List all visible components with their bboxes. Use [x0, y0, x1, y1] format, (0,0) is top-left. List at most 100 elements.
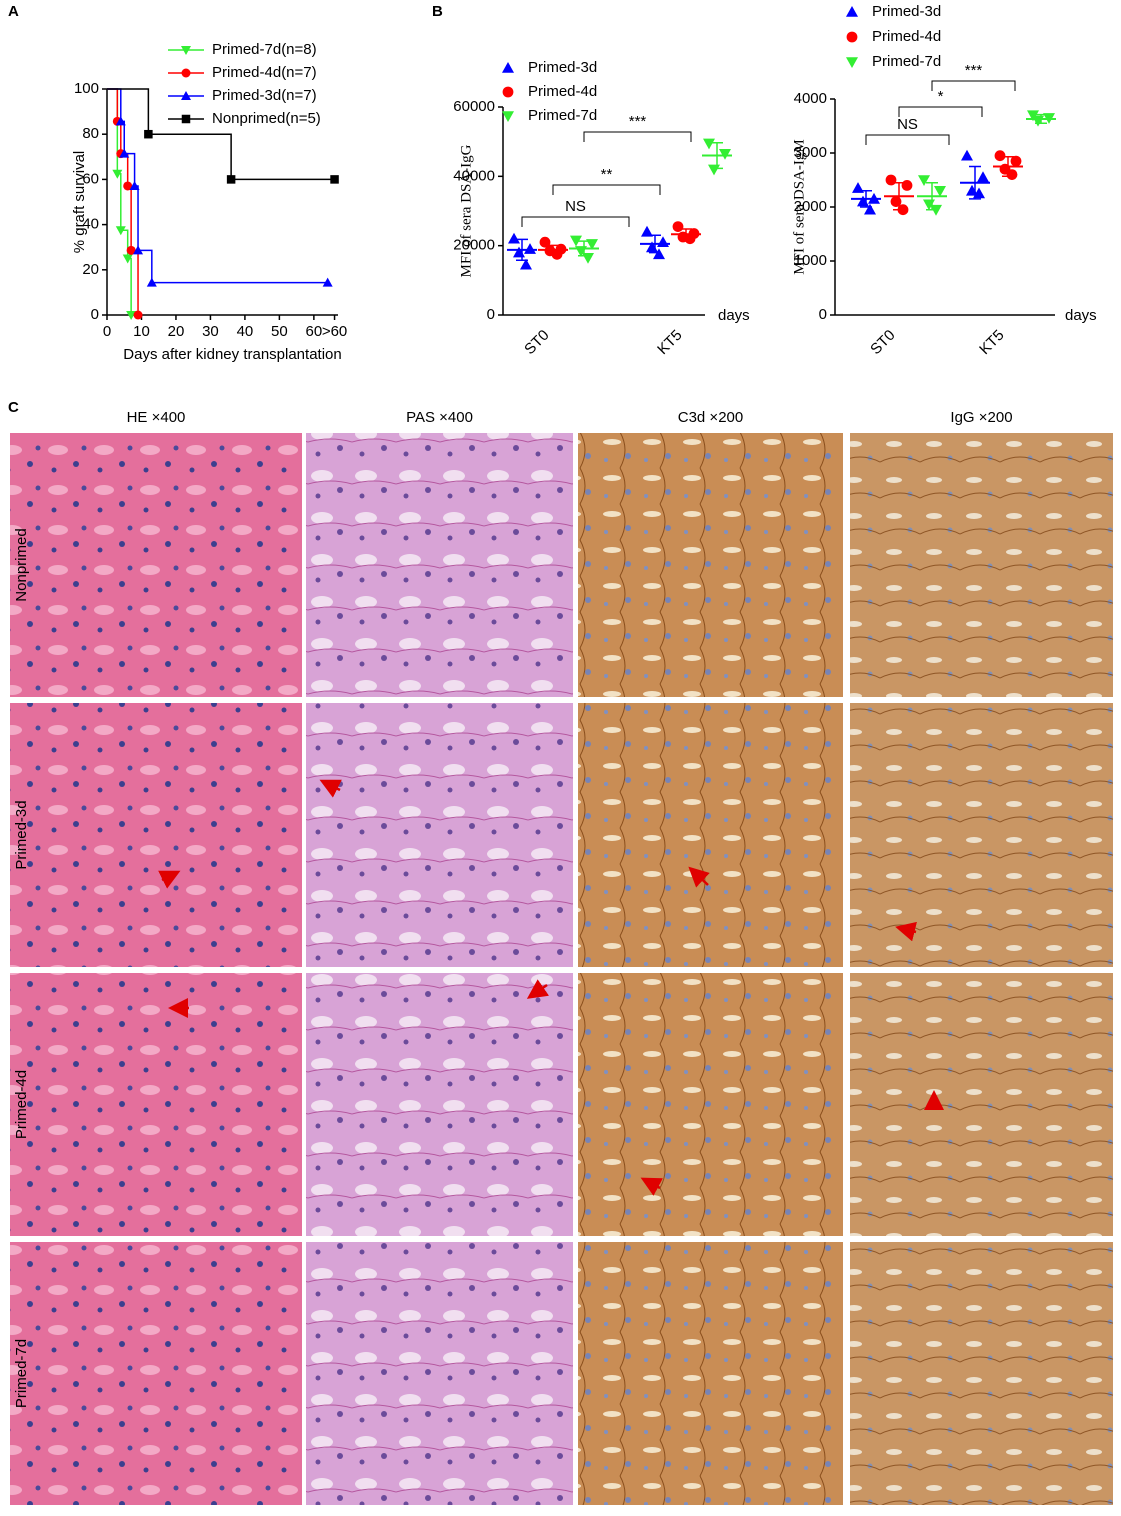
marker	[119, 148, 130, 158]
marker	[977, 171, 989, 183]
red-arrow	[319, 779, 342, 798]
marker	[885, 174, 897, 186]
error-bar	[1002, 156, 1014, 177]
row-label: Primed-3d	[13, 800, 30, 869]
tile	[306, 1242, 573, 1505]
histology-image	[850, 1242, 1113, 1505]
y-tick-label: 2000	[794, 198, 827, 215]
error-bar	[547, 244, 559, 256]
error-bar	[860, 190, 872, 208]
marker	[524, 243, 536, 254]
error-bar	[926, 181, 938, 211]
x-axis-label: Days after kidney transplantation	[123, 346, 341, 363]
y-axis-label: MFI of sera DSA-IgM	[791, 139, 807, 274]
marker	[133, 310, 143, 320]
marker	[146, 277, 157, 287]
marker	[657, 236, 669, 247]
marker	[144, 129, 153, 139]
y-tick-label: 0	[487, 306, 495, 323]
marker	[126, 245, 136, 255]
marker	[520, 258, 532, 270]
arrows	[158, 779, 944, 1196]
error-bar	[649, 234, 661, 254]
x-tick-label: KT5	[976, 327, 1007, 358]
legend-label: Nonprimed(n=5)	[212, 110, 321, 127]
legend-label: Primed-7d	[872, 53, 941, 70]
y-tick-label: 40000	[453, 167, 495, 184]
tile	[850, 703, 1113, 967]
significance-label: **	[601, 166, 613, 183]
significance-label: ***	[629, 113, 647, 130]
row-label: Primed-7d	[13, 1339, 30, 1408]
legend-marker	[181, 114, 191, 124]
legend-label: Primed-4d	[872, 28, 941, 45]
significance-label: NS	[565, 198, 586, 215]
red-arrow	[895, 921, 917, 942]
panel-label: B	[432, 3, 443, 20]
x-tick-label: 50	[271, 323, 288, 340]
marker	[672, 221, 684, 233]
y-tick-label: 1000	[794, 252, 827, 269]
x-tick-label: 40	[237, 323, 254, 340]
histology-image	[306, 1242, 573, 1505]
histology-image	[850, 973, 1113, 1236]
y-tick-label: 80	[82, 125, 99, 142]
column-title: HE ×400	[127, 409, 186, 426]
y-tick-label: 40	[82, 216, 99, 233]
histology-image	[10, 973, 302, 1236]
marker	[129, 180, 140, 190]
y-tick-label: 4000	[794, 90, 827, 107]
error-bar	[711, 141, 723, 170]
tile	[306, 973, 573, 1236]
marker	[508, 232, 520, 244]
marker	[653, 248, 665, 260]
error-bar	[516, 238, 528, 261]
y-tick-label: 100	[74, 80, 99, 97]
histology-image	[850, 703, 1113, 967]
x-tick-label: 60	[306, 323, 323, 340]
y-tick-label: 20000	[453, 237, 495, 254]
significance-bracket	[898, 106, 983, 117]
marker	[708, 164, 720, 176]
marker	[115, 116, 126, 126]
histology-image	[578, 703, 843, 967]
legend-label: Primed-4d	[528, 83, 597, 100]
x-tick-label: >60	[322, 323, 347, 340]
marker	[570, 235, 582, 247]
legend-marker	[502, 62, 514, 73]
tile	[10, 433, 302, 697]
legend-marker	[502, 111, 514, 122]
marker	[330, 175, 339, 184]
histology-image	[306, 703, 573, 967]
y-tick-label: 0	[819, 306, 827, 323]
tile	[578, 703, 843, 967]
histology-image	[578, 1242, 843, 1505]
column-title: PAS ×400	[406, 409, 473, 426]
x-axis-label: days	[718, 307, 750, 324]
marker	[857, 195, 869, 207]
marker	[126, 311, 137, 320]
error-bar	[578, 240, 590, 257]
marker	[226, 175, 236, 184]
legend-marker	[181, 46, 191, 55]
tile	[306, 433, 573, 697]
red-arrow	[640, 1177, 663, 1196]
legend-label: Primed-3d	[528, 59, 597, 76]
significance-label: *	[938, 88, 944, 105]
marker	[719, 149, 731, 160]
histology-image	[10, 433, 302, 697]
red-arrow	[688, 866, 710, 888]
legend-marker	[181, 91, 191, 100]
tile	[10, 703, 302, 967]
histology-image	[306, 973, 573, 1236]
y-axis-label: MFI of sera DSA-IgG	[458, 144, 474, 277]
significance-bracket	[931, 80, 1016, 91]
legend-label: Primed-4d(n=7)	[212, 64, 317, 81]
significance-label: ***	[965, 62, 983, 79]
marker	[115, 226, 126, 236]
row-label: Nonprimed	[13, 528, 30, 601]
x-tick-label: ST0	[867, 327, 898, 358]
marker	[322, 277, 333, 287]
legend-marker	[846, 57, 858, 68]
